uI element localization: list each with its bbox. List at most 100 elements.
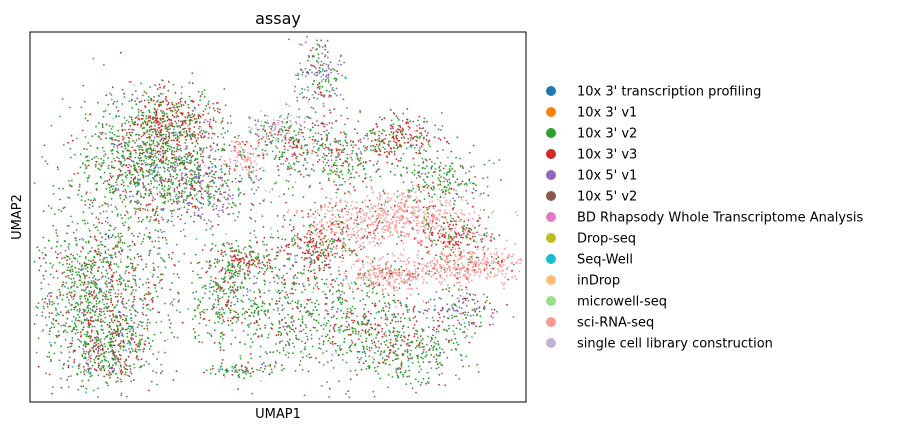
data-point [152, 269, 155, 271]
data-point [308, 229, 310, 232]
data-point [287, 246, 290, 249]
data-point [140, 109, 142, 112]
data-point [249, 375, 252, 378]
data-point [129, 133, 132, 136]
data-point [169, 145, 172, 148]
data-point [119, 283, 122, 286]
data-point [144, 155, 147, 157]
data-point [129, 343, 132, 346]
data-point [214, 265, 217, 268]
data-point [108, 351, 110, 353]
data-point [141, 153, 144, 155]
data-point [136, 181, 139, 184]
data-point [112, 103, 115, 105]
data-point [219, 349, 222, 351]
data-point [320, 60, 323, 63]
data-point [275, 154, 278, 157]
data-point [234, 255, 237, 258]
data-point [103, 350, 105, 353]
data-point [321, 70, 324, 72]
data-point [289, 173, 292, 176]
data-point [103, 313, 106, 315]
data-point [145, 148, 148, 151]
data-point [114, 253, 116, 256]
data-point [216, 191, 218, 193]
data-point [238, 376, 241, 378]
data-point [118, 368, 121, 370]
data-point [116, 357, 118, 359]
data-point [115, 361, 117, 364]
data-point [337, 63, 339, 66]
data-point [280, 319, 283, 322]
data-point [89, 357, 92, 360]
data-point [158, 103, 160, 106]
data-point [274, 145, 277, 148]
data-point [327, 79, 330, 81]
data-point [128, 330, 131, 333]
data-point [308, 283, 311, 286]
data-point [130, 176, 133, 179]
data-point [107, 341, 110, 344]
data-point [152, 197, 155, 199]
data-point [80, 334, 83, 336]
data-point [84, 357, 87, 359]
data-point [120, 345, 122, 348]
data-point [292, 237, 295, 239]
data-point [75, 325, 78, 328]
data-point [270, 201, 272, 204]
data-point [161, 231, 163, 234]
data-point [116, 135, 118, 138]
data-point [110, 297, 112, 300]
data-point [65, 311, 68, 313]
data-point [212, 280, 215, 283]
data-point [183, 159, 186, 162]
data-point [229, 115, 232, 117]
data-point [277, 236, 280, 239]
data-point [134, 282, 137, 285]
data-point [334, 92, 336, 95]
data-point [250, 311, 253, 314]
data-point [317, 140, 320, 143]
data-point [36, 246, 39, 249]
data-point [185, 119, 187, 122]
data-point [314, 302, 316, 305]
data-point [351, 251, 353, 254]
data-point [157, 351, 160, 353]
data-point [76, 286, 79, 288]
data-point [103, 257, 105, 260]
data-point [334, 280, 337, 283]
data-point [101, 301, 103, 304]
data-point [163, 170, 166, 173]
data-point [124, 214, 126, 217]
data-point [235, 289, 238, 292]
data-point [121, 222, 124, 225]
data-point [201, 132, 204, 135]
data-point [290, 288, 293, 290]
data-point [204, 244, 206, 247]
data-point [97, 362, 100, 365]
data-point [330, 152, 333, 155]
data-point [194, 315, 197, 318]
data-point [336, 94, 338, 97]
data-point [199, 316, 202, 319]
data-point [186, 194, 189, 197]
data-point [238, 258, 241, 260]
data-point [186, 147, 188, 150]
data-point [332, 246, 335, 249]
data-point [98, 313, 101, 316]
data-point [317, 132, 320, 135]
data-point [120, 232, 122, 235]
data-point [109, 261, 112, 263]
data-point [178, 311, 181, 313]
data-point [302, 352, 305, 354]
data-point [119, 370, 122, 373]
data-point [120, 162, 123, 164]
data-point [141, 240, 144, 243]
data-point [223, 281, 226, 283]
data-point [315, 151, 317, 154]
data-point [250, 263, 253, 266]
data-point [85, 241, 87, 244]
data-point [219, 346, 222, 349]
data-point [115, 246, 117, 248]
data-point [98, 357, 100, 360]
